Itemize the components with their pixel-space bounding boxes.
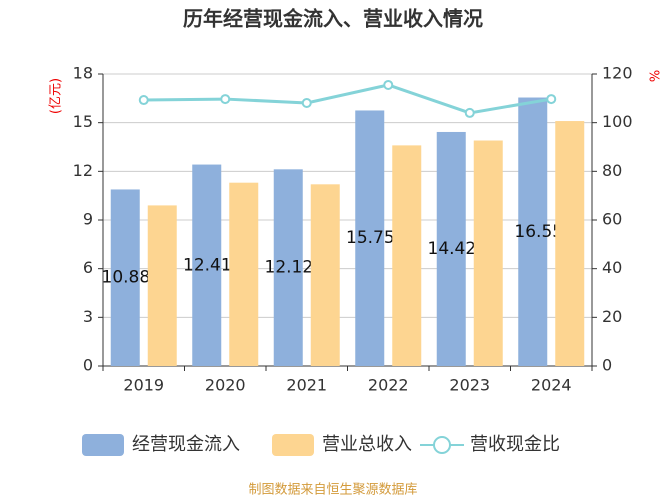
- y-tick-label: 18: [73, 64, 93, 83]
- line-point: [138, 95, 149, 106]
- bar: [555, 121, 585, 367]
- bar: [518, 97, 548, 367]
- bar: [392, 145, 422, 366]
- data-label: 12.418: [183, 255, 242, 275]
- source-note: 制图数据来自恒生聚源数据库: [248, 482, 417, 498]
- y2-tick-label: 40: [602, 258, 622, 277]
- data-label: 16.55: [514, 222, 563, 242]
- y-tick-label: 12: [73, 161, 93, 180]
- data-label: 15.752: [346, 228, 405, 248]
- bar: [192, 164, 222, 366]
- y-tick-label: 15: [73, 112, 93, 131]
- y2-tick-label: 60: [602, 210, 622, 229]
- x-tick-label: 2021: [286, 376, 327, 395]
- data-label: 14.427: [428, 239, 487, 259]
- x-tick-label: 2020: [205, 376, 246, 395]
- bar: [229, 182, 259, 366]
- y2-axis-label: %: [649, 70, 664, 82]
- y2-tick-label: 120: [602, 64, 633, 83]
- bar: [147, 205, 177, 366]
- x-tick-label: 2022: [368, 376, 409, 395]
- bar: [436, 131, 466, 366]
- bar: [310, 184, 340, 366]
- y-tick-label: 3: [83, 307, 93, 326]
- data-label: 10.883: [102, 268, 161, 288]
- y-tick-label: 0: [83, 356, 93, 375]
- y2-tick-label: 100: [602, 112, 633, 131]
- y-tick-label: 6: [83, 258, 93, 277]
- line-point: [383, 79, 394, 90]
- y2-tick-label: 0: [602, 356, 612, 375]
- y2-tick-label: 80: [602, 161, 622, 180]
- line-point: [464, 107, 475, 118]
- legend-swatch: [433, 436, 451, 454]
- line-point: [220, 94, 231, 105]
- line-point: [546, 94, 557, 105]
- y2-tick-label: 20: [602, 307, 622, 326]
- legend-label: 营业总收入: [322, 434, 412, 455]
- legend-swatch: [272, 434, 314, 456]
- legend-label: 营收现金比: [470, 434, 560, 455]
- chart-title: 历年经营现金流入、营业收入情况: [183, 7, 483, 31]
- legend-swatch: [82, 434, 124, 456]
- x-tick-label: 2019: [123, 376, 164, 395]
- y-tick-label: 9: [83, 210, 93, 229]
- legend-label: 经营现金流入: [132, 434, 240, 455]
- line: [143, 83, 552, 115]
- bar: [273, 169, 303, 366]
- line-point: [301, 97, 312, 108]
- bar: [473, 140, 503, 366]
- x-tick-label: 2024: [531, 376, 572, 395]
- data-label: 12.124: [265, 258, 324, 278]
- x-tick-label: 2023: [449, 376, 490, 395]
- bar: [110, 189, 140, 366]
- y-axis-label: (亿元): [49, 78, 64, 114]
- bar: [355, 110, 385, 366]
